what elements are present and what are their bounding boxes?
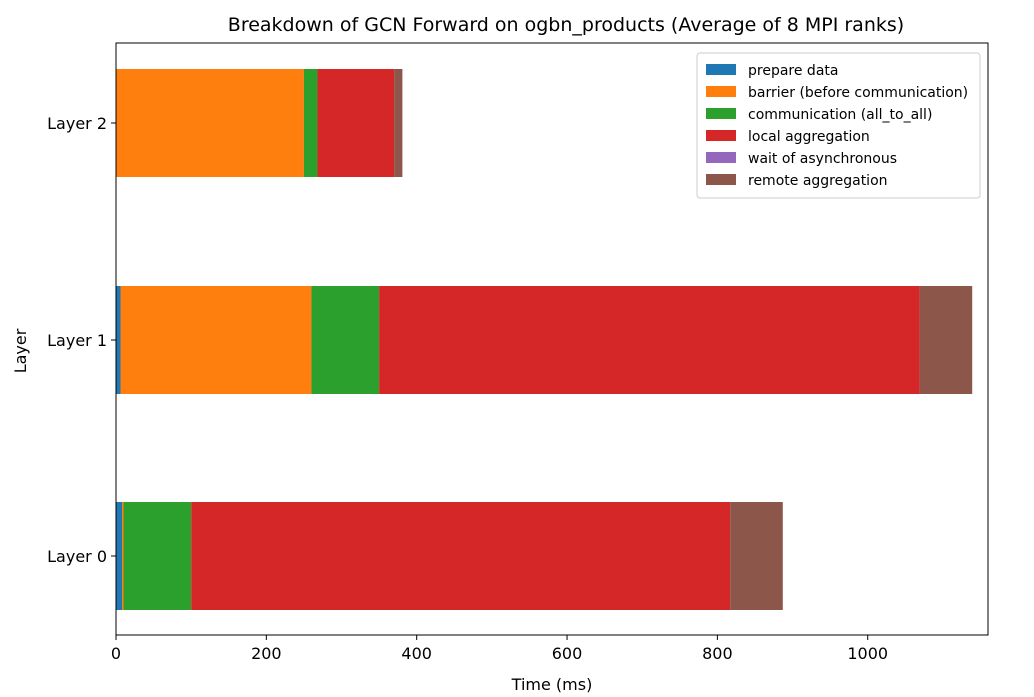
x-axis-label: Time (ms) — [511, 675, 593, 694]
legend-swatch — [706, 152, 736, 163]
x-tick-label: 400 — [401, 644, 432, 663]
x-tick-label: 0 — [111, 644, 121, 663]
bar-segment-2-3 — [317, 69, 395, 177]
legend-swatch — [706, 174, 736, 185]
bar-segment-2-5 — [394, 69, 403, 177]
bar-segment-2-2 — [303, 69, 318, 177]
bar-segment-0-0 — [116, 502, 123, 610]
y-tick-label: Layer 0 — [47, 547, 107, 566]
plot-frame — [115, 42, 989, 636]
x-tick-label: 800 — [702, 644, 733, 663]
bar-segment-0-1 — [122, 502, 124, 610]
legend-swatch — [706, 64, 736, 75]
legend: prepare data barrier (before communicatio… — [696, 52, 981, 199]
y-tick-label: Layer 1 — [47, 331, 107, 350]
legend-swatch — [706, 108, 736, 119]
bar-segment-0-2 — [123, 502, 192, 610]
bar-segment-2-1 — [116, 69, 304, 177]
legend-label: remote aggregation — [748, 173, 888, 189]
bar-segment-0-5 — [730, 502, 783, 610]
x-tick-label: 200 — [251, 644, 282, 663]
chart-title: Breakdown of GCN Forward on ogbn_product… — [228, 14, 904, 36]
axes-layer: 0 200 400 600 800 1000 Layer 0 Layer 1 Layer 2 — [47, 42, 989, 663]
x-tick-label: 1000 — [847, 644, 888, 663]
legend-box — [696, 52, 981, 199]
legend-label: local aggregation — [748, 129, 870, 145]
bar-segment-1-0 — [116, 286, 121, 394]
bar-segment-1-2 — [311, 286, 380, 394]
bar-segment-1-1 — [120, 286, 312, 394]
y-tick-label: Layer 2 — [47, 114, 107, 133]
bar-segment-1-3 — [379, 286, 920, 394]
bar-segment-1-5 — [919, 286, 973, 394]
legend-label: prepare data — [748, 63, 838, 79]
legend-label: communication (all_to_all) — [748, 107, 932, 123]
x-tick-label: 600 — [552, 644, 583, 663]
bars-layer — [116, 69, 973, 610]
bar-segment-0-3 — [191, 502, 731, 610]
legend-label: wait of asynchronous — [748, 151, 897, 167]
y-axis-label: Layer — [11, 328, 30, 373]
legend-swatch — [706, 130, 736, 141]
legend-swatch — [706, 86, 736, 97]
legend-label: barrier (before communication) — [748, 85, 968, 101]
